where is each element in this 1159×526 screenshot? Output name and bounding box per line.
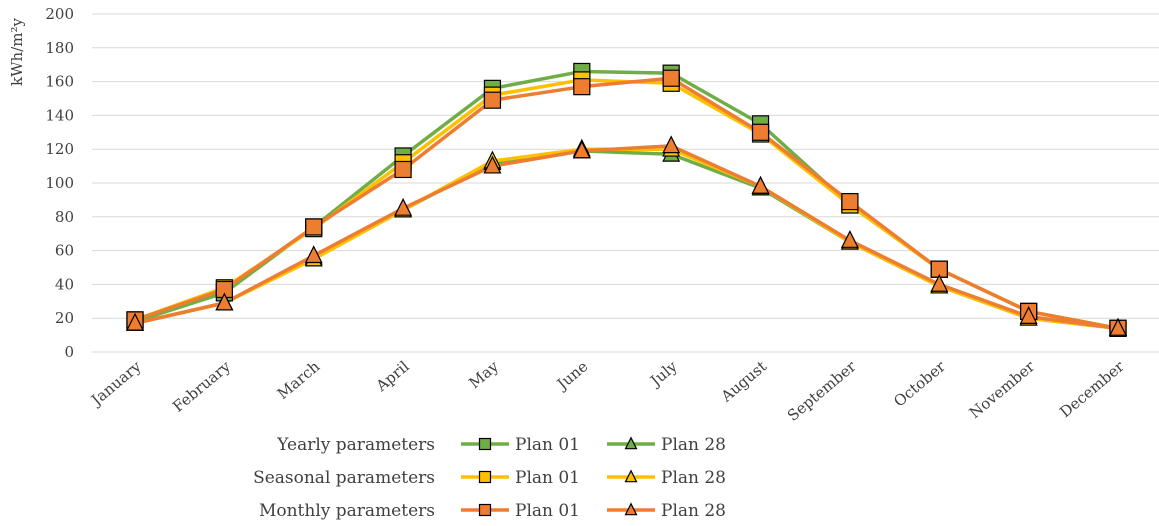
x-tick-label: November: [966, 357, 1039, 422]
x-tick-label: April: [372, 357, 413, 395]
y-tick-label: 120: [45, 140, 74, 158]
legend-entry: Plan 01: [515, 435, 580, 455]
data-point: [840, 230, 859, 248]
y-tick-label: 0: [64, 343, 74, 361]
gridlines: [92, 13, 1159, 353]
legend-entry: Plan 01: [515, 468, 580, 488]
x-tick-label: March: [274, 357, 324, 403]
legend-entry: Plan 01: [515, 501, 580, 521]
x-tick-label: August: [717, 357, 770, 406]
y-tick-label: 200: [45, 5, 74, 23]
data-point: [573, 78, 591, 96]
legend-group-label: Yearly parameters: [276, 435, 435, 455]
series-line: [134, 78, 1119, 331]
legend-marker: [624, 436, 638, 450]
data-point: [394, 160, 412, 179]
data-point: [841, 192, 859, 211]
legend-entry: Plan 28: [661, 501, 726, 521]
data-point: [394, 197, 413, 216]
data-point: [751, 175, 770, 194]
data-point: [483, 155, 502, 174]
y-tick-label: 40: [55, 275, 74, 293]
data-point: [751, 123, 770, 141]
data-point: [1019, 306, 1038, 324]
legend-marker: [478, 503, 492, 517]
data-point: [483, 91, 502, 109]
data-point: [215, 292, 234, 311]
data-point: [305, 218, 323, 236]
legend-entry: Plan 28: [661, 468, 726, 488]
legend: Yearly parameters Plan 01 Plan 28 Seasonal …: [253, 435, 726, 521]
series-line: [134, 76, 1119, 331]
y-tick-label: 80: [55, 208, 74, 226]
y-axis-title: kWh/m²y: [8, 18, 26, 86]
data-point: [930, 273, 949, 292]
data-point: [126, 312, 144, 331]
x-tick-label: December: [1056, 357, 1128, 421]
series-line: [134, 69, 1119, 331]
data-point: [1109, 317, 1127, 336]
legend-group-label: Seasonal parameters: [253, 468, 435, 488]
x-tick-label: June: [552, 357, 591, 394]
y-tick-label: 100: [45, 174, 74, 192]
x-tick-label: September: [784, 357, 860, 425]
x-tick-label: February: [169, 357, 234, 416]
y-tick-label: 60: [55, 242, 74, 260]
legend-group-label: Monthly parameters: [259, 501, 435, 521]
y-tick-label: 140: [45, 106, 74, 124]
legend-marker: [478, 470, 492, 484]
y-tick-label: 160: [45, 73, 74, 91]
x-tick-labels: January February March April May June July Augu…: [86, 357, 1128, 425]
x-tick-label: October: [890, 357, 949, 411]
legend-marker: [624, 469, 638, 483]
series-markers: [126, 62, 1127, 337]
x-tick-label: January: [86, 357, 145, 410]
data-point: [662, 135, 681, 154]
series-line: [134, 149, 1119, 331]
data-point: [662, 69, 680, 87]
data-point: [304, 245, 323, 264]
y-tick-label: 20: [55, 309, 74, 327]
legend-marker: [624, 502, 638, 516]
x-tick-label: July: [645, 357, 681, 391]
series-line: [134, 147, 1119, 331]
y-tick-labels: 0 20 40 60 80 100 120 140 160 180 200: [45, 5, 74, 361]
series-lines: [134, 69, 1119, 331]
legend-entry: Plan 28: [661, 435, 726, 455]
series-line: [134, 144, 1119, 331]
y-tick-label: 180: [45, 39, 74, 57]
x-tick-label: May: [465, 357, 502, 392]
data-point: [572, 140, 591, 159]
legend-marker: [478, 437, 492, 451]
